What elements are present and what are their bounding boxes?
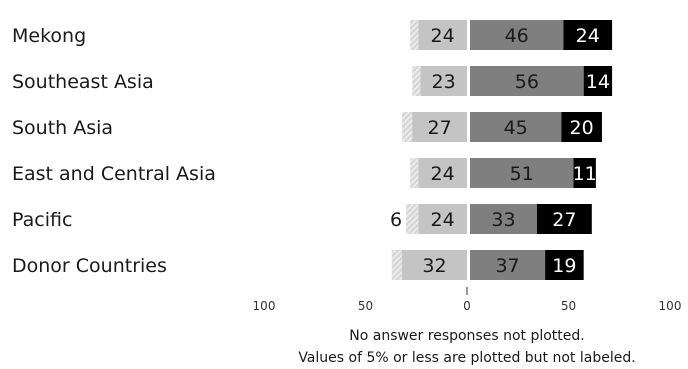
category-label: Southeast Asia xyxy=(12,71,154,93)
data-label: 24 xyxy=(431,209,455,231)
category-labels: Mekong Southeast Asia South Asia East and C… xyxy=(12,25,216,277)
bar-right-segment xyxy=(470,250,546,280)
x-tick-label: 0 xyxy=(463,299,471,313)
data-label: 51 xyxy=(510,163,534,185)
bar-right-segment xyxy=(470,204,537,234)
bar-right-segment xyxy=(470,20,564,50)
bar-left-segment xyxy=(410,158,419,188)
data-label: 37 xyxy=(495,255,519,277)
chart-notes: No answer responses not plotted. Values o… xyxy=(298,328,635,366)
note-text: No answer responses not plotted. xyxy=(349,328,584,344)
x-tick-label: 50 xyxy=(358,299,373,313)
bar-right-segment xyxy=(470,158,574,188)
data-label: 24 xyxy=(431,25,455,47)
data-label: 46 xyxy=(505,25,529,47)
bar-left-segment xyxy=(410,20,419,50)
data-label: 14 xyxy=(586,71,610,93)
data-label: 23 xyxy=(432,71,456,93)
note-text: Values of 5% or less are plotted but not… xyxy=(298,350,635,366)
data-label: 27 xyxy=(428,117,452,139)
x-tick-label: 100 xyxy=(253,299,276,313)
bar-left-segment xyxy=(418,20,467,50)
bars: 24 46 24 23 56 14 27 45 20 24 51 11 24 6 33 27 32 37 19 xyxy=(390,20,613,280)
data-label: 20 xyxy=(570,117,594,139)
bar-right-segment xyxy=(545,250,584,280)
data-label: 33 xyxy=(491,209,515,231)
bar-right-segment xyxy=(536,204,592,234)
bar-right-segment xyxy=(583,66,613,96)
data-label: 32 xyxy=(422,255,446,277)
data-label: 45 xyxy=(504,117,528,139)
bar-left-segment xyxy=(391,250,403,280)
bar-left-segment xyxy=(412,66,421,96)
category-label: Pacific xyxy=(12,209,72,231)
x-tick-label: 100 xyxy=(659,299,682,313)
data-label: 11 xyxy=(573,163,597,185)
bar-left-segment xyxy=(412,112,467,142)
data-label: 56 xyxy=(515,71,539,93)
bar-left-segment xyxy=(418,158,467,188)
category-label: South Asia xyxy=(12,117,113,139)
bar-left-segment xyxy=(420,66,467,96)
data-label: 6 xyxy=(390,209,402,231)
bar-right-segment xyxy=(561,112,602,142)
bar-right-segment xyxy=(470,112,562,142)
bar-left-segment xyxy=(406,204,419,234)
data-label: 24 xyxy=(576,25,600,47)
x-axis: 100 50 0 50 100 xyxy=(253,287,682,313)
data-label: 19 xyxy=(552,255,576,277)
bar-left-segment xyxy=(418,204,467,234)
category-label: Donor Countries xyxy=(12,255,167,277)
category-label: Mekong xyxy=(12,25,86,47)
bar-right-segment xyxy=(470,66,584,96)
bar-right-segment xyxy=(563,20,613,50)
data-label: 27 xyxy=(552,209,576,231)
data-label: 24 xyxy=(431,163,455,185)
category-label: East and Central Asia xyxy=(12,163,216,185)
bar-right-segment xyxy=(573,158,596,188)
bar-left-segment xyxy=(402,250,467,280)
x-tick-label: 50 xyxy=(561,299,576,313)
bar-left-segment xyxy=(402,112,413,142)
